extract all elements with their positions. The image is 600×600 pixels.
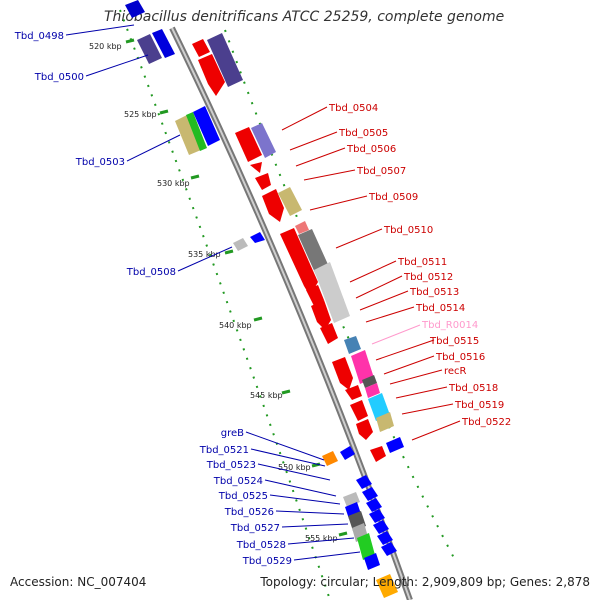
kbp-label-520: 520 kbp <box>89 42 122 51</box>
rna-callout <box>371 324 421 345</box>
gene-block <box>186 112 207 151</box>
left-callouts <box>65 24 361 561</box>
kbp-label-530: 530 kbp <box>157 179 190 188</box>
gene-label-tbd-0524: Tbd_0524 <box>213 476 263 487</box>
gene-block <box>152 29 175 58</box>
gene-block <box>233 238 248 251</box>
kbp-label-540: 540 kbp <box>219 321 252 330</box>
gene-label-tbd-0526: Tbd_0526 <box>224 507 274 518</box>
gene-block <box>356 419 373 440</box>
gene-block <box>345 385 362 400</box>
gene-label-tbd-r0014: Tbd_R0014 <box>421 320 478 331</box>
left-gene-labels: Tbd_0498 Tbd_0500 Tbd_0503 Tbd_0508 greB… <box>14 31 292 567</box>
gene-label-tbd-0519: Tbd_0519 <box>454 400 504 411</box>
gene-label-tbd-0500: Tbd_0500 <box>34 72 84 83</box>
gene-block <box>262 189 284 222</box>
gene-block <box>250 162 262 173</box>
gene-block <box>340 446 355 460</box>
gene-block <box>137 34 162 64</box>
gene-block <box>235 127 262 162</box>
gene-block <box>376 574 398 598</box>
gene-label-tbd-0513: Tbd_0513 <box>409 287 459 298</box>
kbp-label-535: 535 kbp <box>188 250 221 259</box>
gene-block <box>295 221 309 234</box>
right-callouts <box>281 106 461 441</box>
gene-label-tbd-0515: Tbd_0515 <box>429 336 479 347</box>
gene-block <box>311 300 331 330</box>
map-title: Thiobacillus denitrificans ATCC 25259, c… <box>104 9 505 25</box>
gene-block <box>377 531 393 545</box>
gene-label-greb: greB <box>221 428 244 439</box>
gene-block <box>332 357 353 390</box>
gene-block <box>376 412 394 432</box>
gene-label-tbd-0518: Tbd_0518 <box>448 383 498 394</box>
kbp-label-525: 525 kbp <box>124 110 157 119</box>
gene-label-tbd-0525: Tbd_0525 <box>218 491 268 502</box>
gene-block <box>373 520 389 534</box>
gene-block <box>370 446 386 462</box>
gene-block <box>368 393 390 421</box>
gene-block <box>369 509 385 523</box>
gene-label-tbd-0511: Tbd_0511 <box>397 257 447 268</box>
gene-block <box>320 323 338 344</box>
gene-label-tbd-0505: Tbd_0505 <box>338 128 388 139</box>
gene-label-tbd-0523: Tbd_0523 <box>206 460 256 471</box>
gene-block <box>365 383 380 398</box>
gene-block <box>364 553 380 570</box>
gene-label-tbd-0503: Tbd_0503 <box>75 157 125 168</box>
gene-block <box>193 106 220 146</box>
gene-block <box>362 375 377 388</box>
gene-block <box>250 232 265 243</box>
gene-label-tbd-0506: Tbd_0506 <box>346 144 396 155</box>
gene-label-tbd-0509: Tbd_0509 <box>368 192 418 203</box>
gene-block <box>381 542 397 556</box>
gene-block <box>366 498 382 512</box>
gene-label-tbd-0522: Tbd_0522 <box>461 417 511 428</box>
gene-label-recr: recR <box>444 366 467 377</box>
gene-label-tbd-0528: Tbd_0528 <box>236 540 286 551</box>
gene-block <box>280 228 318 296</box>
gene-block <box>192 39 210 57</box>
kbp-label-545: 545 kbp <box>250 391 283 400</box>
gene-block <box>314 262 350 323</box>
kbp-label-550: 550 kbp <box>278 463 311 472</box>
gene-block <box>350 400 368 421</box>
gene-label-tbd-0508: Tbd_0508 <box>126 267 176 278</box>
gene-block <box>251 123 276 158</box>
gene-block <box>278 187 302 216</box>
gene-block <box>344 336 361 354</box>
gene-block <box>356 475 372 489</box>
gene-block <box>198 54 225 96</box>
kbp-label-555: 555 kbp <box>305 534 338 543</box>
gene-label-tbd-0527: Tbd_0527 <box>230 523 280 534</box>
gene-label-tbd-0529: Tbd_0529 <box>242 556 292 567</box>
gene-block <box>322 451 338 466</box>
gene-label-tbd-0516: Tbd_0516 <box>435 352 485 363</box>
gene-block <box>306 285 324 306</box>
gene-label-tbd-0512: Tbd_0512 <box>403 272 453 283</box>
accession-text: Accession: NC_007404 <box>10 575 147 589</box>
gene-block <box>207 33 243 87</box>
gene-block <box>255 173 271 190</box>
topology-text: Topology: circular; Length: 2,909,809 bp… <box>260 575 590 589</box>
gene-label-tbd-0507: Tbd_0507 <box>356 166 406 177</box>
gene-label-tbd-0521: Tbd_0521 <box>199 445 249 456</box>
gene-label-tbd-0498: Tbd_0498 <box>14 31 64 42</box>
gene-block <box>357 533 375 560</box>
kbp-ticks <box>125 38 348 537</box>
gene-block <box>362 487 378 501</box>
reverse-genes <box>125 0 398 598</box>
gene-label-tbd-0514: Tbd_0514 <box>415 303 465 314</box>
gene-block <box>125 0 145 18</box>
gene-block <box>175 115 201 155</box>
gene-block <box>386 437 404 453</box>
gene-block <box>351 350 374 384</box>
gene-label-tbd-0510: Tbd_0510 <box>383 225 433 236</box>
right-gene-labels: Tbd_0504 Tbd_0505 Tbd_0506 Tbd_0507 Tbd_… <box>328 103 511 428</box>
gene-label-tbd-0504: Tbd_0504 <box>328 103 378 114</box>
forward-genes <box>192 33 404 462</box>
